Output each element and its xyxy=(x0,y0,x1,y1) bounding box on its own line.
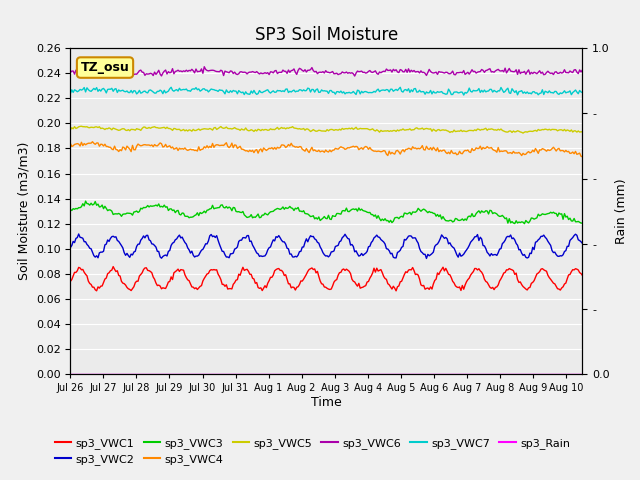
sp3_VWC5 xyxy=(329,127,337,132)
sp3_VWC1 xyxy=(579,273,586,278)
sp3_VWC2 xyxy=(67,245,74,251)
sp3_VWC4 xyxy=(579,154,586,160)
sp3_VWC2 xyxy=(133,243,141,249)
sp3_VWC2 xyxy=(329,249,337,254)
sp3_VWC2 xyxy=(152,244,160,250)
sp3_VWC6 xyxy=(131,71,139,77)
sp3_VWC7 xyxy=(167,84,175,90)
sp3_VWC5 xyxy=(444,128,451,133)
sp3_VWC6 xyxy=(329,69,337,74)
sp3_VWC1 xyxy=(133,278,141,284)
sp3_VWC7 xyxy=(570,88,578,94)
sp3_VWC4 xyxy=(67,141,74,146)
Text: TZ_osu: TZ_osu xyxy=(81,61,129,74)
sp3_VWC1 xyxy=(570,267,578,273)
sp3_VWC3 xyxy=(444,218,451,224)
sp3_VWC2 xyxy=(75,231,83,237)
sp3_VWC1 xyxy=(329,283,337,289)
sp3_VWC5 xyxy=(519,130,527,136)
sp3_Rain xyxy=(568,372,575,377)
Line: sp3_VWC6: sp3_VWC6 xyxy=(70,67,582,76)
sp3_VWC3 xyxy=(133,208,141,214)
sp3_VWC7 xyxy=(241,92,248,97)
Line: sp3_VWC3: sp3_VWC3 xyxy=(70,201,582,224)
sp3_Rain xyxy=(579,372,586,377)
sp3_VWC4 xyxy=(89,139,97,144)
sp3_VWC3 xyxy=(82,198,90,204)
sp3_Rain xyxy=(442,372,450,377)
sp3_VWC6 xyxy=(445,71,452,76)
sp3_VWC1 xyxy=(109,264,117,269)
sp3_VWC4 xyxy=(241,147,248,153)
sp3_VWC7 xyxy=(579,90,586,96)
sp3_VWC3 xyxy=(570,216,578,221)
sp3_VWC5 xyxy=(570,128,578,134)
Y-axis label: Rain (mm): Rain (mm) xyxy=(615,179,628,244)
sp3_VWC3 xyxy=(329,213,337,218)
Line: sp3_VWC1: sp3_VWC1 xyxy=(70,266,582,291)
sp3_VWC2 xyxy=(579,240,586,246)
Legend: sp3_VWC1, sp3_VWC2, sp3_VWC3, sp3_VWC4, sp3_VWC5, sp3_VWC6, sp3_VWC7, sp3_Rain: sp3_VWC1, sp3_VWC2, sp3_VWC3, sp3_VWC4, … xyxy=(51,433,575,469)
sp3_VWC5 xyxy=(67,127,74,132)
sp3_VWC5 xyxy=(241,127,248,133)
sp3_VWC1 xyxy=(392,288,400,294)
X-axis label: Time: Time xyxy=(311,396,342,409)
sp3_Rain xyxy=(131,372,139,377)
sp3_VWC3 xyxy=(241,212,248,218)
sp3_VWC2 xyxy=(570,233,578,239)
sp3_VWC5 xyxy=(152,125,160,131)
sp3_VWC3 xyxy=(520,221,528,227)
Line: sp3_VWC5: sp3_VWC5 xyxy=(70,126,582,133)
sp3_VWC1 xyxy=(152,280,160,286)
sp3_VWC7 xyxy=(151,90,159,96)
sp3_VWC6 xyxy=(200,64,208,70)
sp3_VWC6 xyxy=(570,67,578,73)
sp3_VWC7 xyxy=(329,89,337,95)
sp3_VWC6 xyxy=(67,70,74,75)
sp3_VWC2 xyxy=(422,255,430,261)
Line: sp3_VWC7: sp3_VWC7 xyxy=(70,87,582,95)
sp3_VWC2 xyxy=(241,235,248,240)
sp3_VWC5 xyxy=(77,123,85,129)
sp3_VWC4 xyxy=(569,149,577,155)
sp3_VWC1 xyxy=(445,271,452,277)
sp3_VWC7 xyxy=(460,92,468,98)
sp3_VWC1 xyxy=(241,267,248,273)
sp3_VWC3 xyxy=(579,220,586,226)
sp3_VWC6 xyxy=(241,69,248,75)
sp3_VWC3 xyxy=(67,207,74,213)
sp3_VWC4 xyxy=(152,143,160,149)
Line: sp3_VWC2: sp3_VWC2 xyxy=(70,234,582,258)
sp3_VWC6 xyxy=(151,69,159,75)
sp3_VWC6 xyxy=(351,73,358,79)
sp3_VWC7 xyxy=(444,91,451,97)
Title: SP3 Soil Moisture: SP3 Soil Moisture xyxy=(255,25,398,44)
sp3_VWC5 xyxy=(133,126,141,132)
sp3_VWC1 xyxy=(67,278,74,284)
Line: sp3_VWC4: sp3_VWC4 xyxy=(70,142,582,157)
sp3_VWC4 xyxy=(444,151,451,156)
sp3_VWC2 xyxy=(445,241,452,247)
sp3_VWC5 xyxy=(579,129,586,135)
sp3_VWC6 xyxy=(579,67,586,73)
sp3_VWC4 xyxy=(133,143,141,149)
sp3_VWC4 xyxy=(329,147,337,153)
sp3_VWC3 xyxy=(152,202,160,208)
sp3_VWC7 xyxy=(131,88,139,94)
sp3_Rain xyxy=(67,372,74,377)
sp3_VWC7 xyxy=(67,91,74,96)
sp3_Rain xyxy=(239,372,247,377)
Y-axis label: Soil Moisture (m3/m3): Soil Moisture (m3/m3) xyxy=(17,142,30,280)
sp3_Rain xyxy=(151,372,159,377)
sp3_Rain xyxy=(328,372,335,377)
